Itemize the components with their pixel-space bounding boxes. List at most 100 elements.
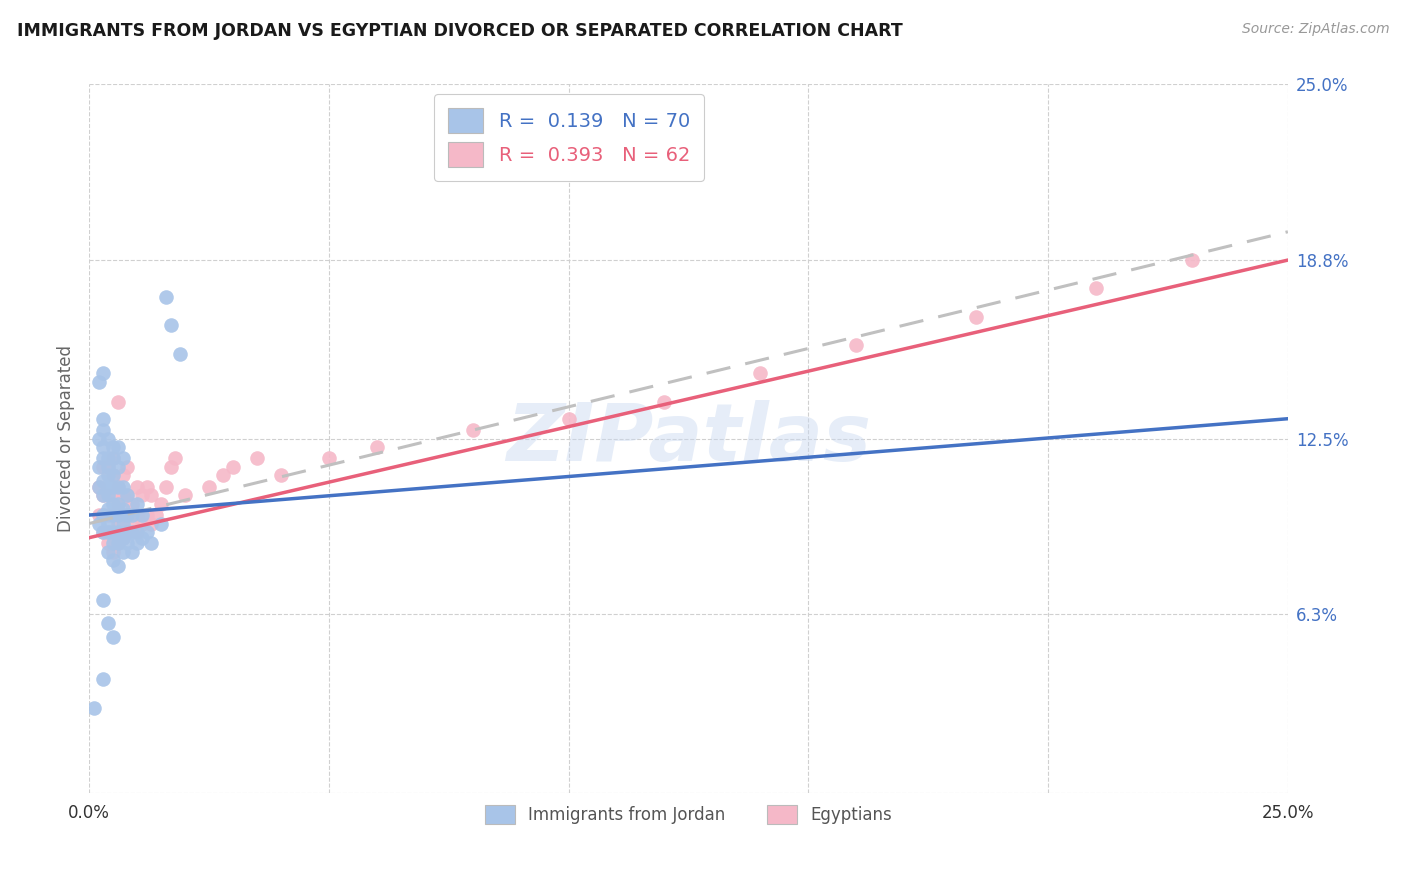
Point [107,480,129,494]
Point [121,524,143,539]
Point [101,508,124,522]
Point [97,459,120,474]
Point [117,524,139,539]
Legend: Immigrants from Jordan, Egyptians: Immigrants from Jordan, Egyptians [475,795,903,834]
Point [165,451,187,466]
Point [121,545,143,559]
Point [107,440,129,454]
Point [131,516,153,531]
Point [97,524,120,539]
Point [111,531,134,545]
Point [212,468,235,483]
Point [93,411,115,425]
Point [159,459,181,474]
Point [101,630,124,644]
Point [654,394,676,409]
Point [145,508,167,522]
Point [97,508,120,522]
Point [131,531,153,545]
Point [101,545,124,559]
Point [111,508,134,522]
Point [97,432,120,446]
Point [93,451,115,466]
Point [107,524,129,539]
Point [135,524,157,539]
Point [87,516,110,531]
Point [117,488,139,502]
Point [125,497,148,511]
Point [101,553,124,567]
Point [270,468,292,483]
Point [83,700,105,714]
Point [87,432,110,446]
Point [97,524,120,539]
Point [107,536,129,550]
Point [107,508,129,522]
Point [101,468,124,483]
Point [101,451,124,466]
Point [135,508,157,522]
Point [101,497,124,511]
Point [121,497,143,511]
Point [749,367,772,381]
Point [117,459,139,474]
Point [150,516,173,531]
Y-axis label: Divorced or Separated: Divorced or Separated [58,345,75,532]
Point [97,459,120,474]
Point [461,423,484,437]
Point [97,615,120,630]
Point [93,593,115,607]
Point [246,451,269,466]
Point [557,411,579,425]
Point [107,497,129,511]
Point [121,516,143,531]
Point [131,508,153,522]
Point [121,508,143,522]
Point [107,480,129,494]
Point [101,536,124,550]
Point [87,480,110,494]
Point [155,290,177,304]
Point [93,459,115,474]
Point [169,346,191,360]
Point [117,536,139,550]
Point [97,480,120,494]
Point [93,524,115,539]
Point [107,516,129,531]
Point [101,468,124,483]
Point [97,468,120,483]
Point [97,488,120,502]
Point [141,488,163,502]
Point [93,474,115,488]
Point [101,488,124,502]
Point [93,508,115,522]
Point [107,559,129,574]
Point [111,516,134,531]
Point [107,497,129,511]
Point [97,451,120,466]
Point [131,488,153,502]
Point [1181,253,1204,268]
Point [111,488,134,502]
Point [87,508,110,522]
Point [101,524,124,539]
Point [111,451,134,466]
Point [222,459,245,474]
Point [117,508,139,522]
Point [117,524,139,539]
Point [150,497,173,511]
Point [111,502,134,516]
Point [93,440,115,454]
Text: IMMIGRANTS FROM JORDAN VS EGYPTIAN DIVORCED OR SEPARATED CORRELATION CHART: IMMIGRANTS FROM JORDAN VS EGYPTIAN DIVOR… [17,22,903,40]
Point [87,459,110,474]
Point [93,488,115,502]
Point [111,545,134,559]
Point [965,310,987,324]
Point [141,536,163,550]
Point [141,516,163,531]
Point [107,536,129,550]
Point [155,480,177,494]
Point [117,508,139,522]
Point [125,480,148,494]
Point [97,502,120,516]
